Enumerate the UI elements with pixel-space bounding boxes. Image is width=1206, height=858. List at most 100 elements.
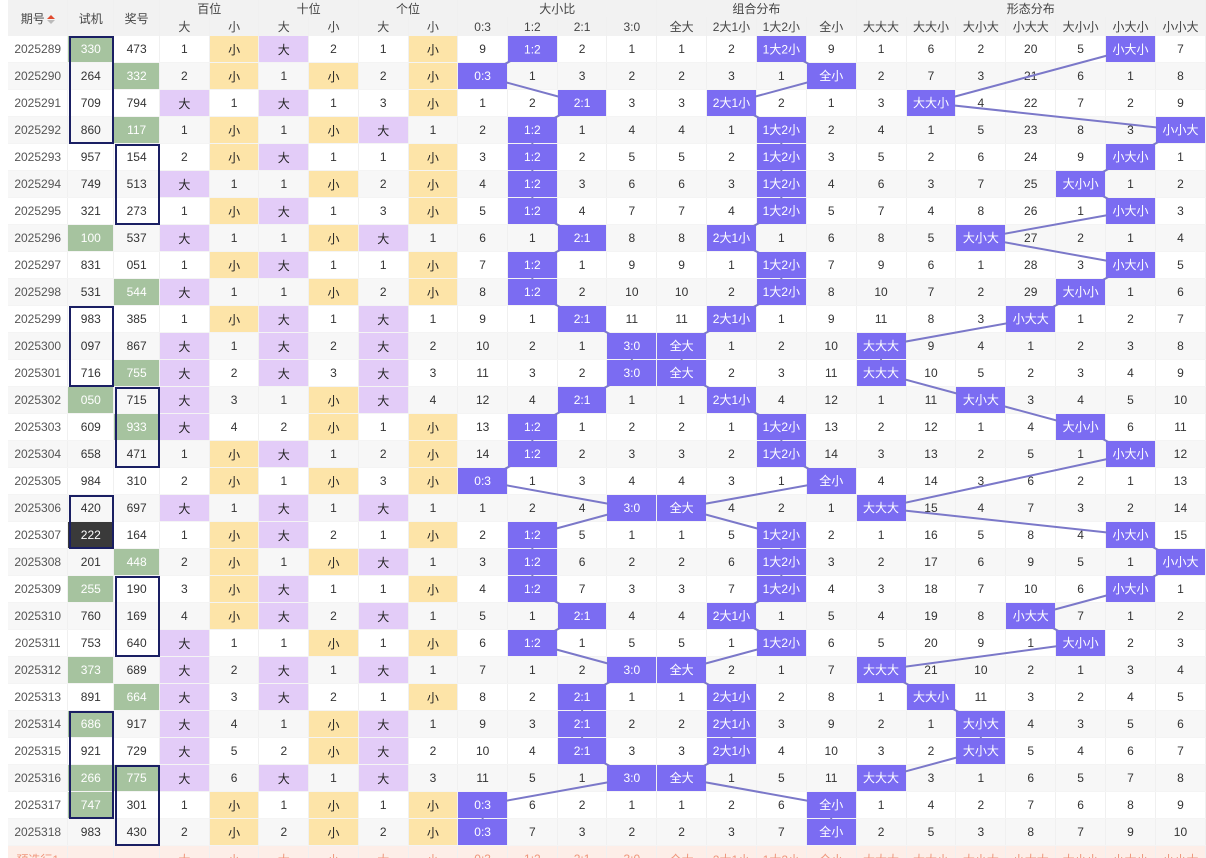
hundreds-big-cell: 1 bbox=[159, 36, 210, 63]
ratio-cell: 13 bbox=[457, 413, 508, 441]
combo-cell: 1 bbox=[656, 683, 707, 711]
shape-cell: 5 bbox=[1055, 548, 1107, 576]
prediction-option[interactable]: 小大小 bbox=[1105, 845, 1156, 858]
table-row: 2025315 921 729 大 5 2 小大 2 10 4 2:1 3 3 2大1小 4 10 3 2 大小大 5… bbox=[8, 737, 1206, 765]
shape-cell: 22 bbox=[1005, 89, 1057, 117]
hundreds-big-cell: 大 bbox=[159, 737, 210, 765]
shape-cell: 2 bbox=[855, 710, 907, 738]
sort-icon[interactable] bbox=[46, 14, 55, 24]
prediction-option[interactable]: 2大1小 bbox=[706, 845, 757, 858]
combo-cell: 2大1小 bbox=[706, 602, 757, 630]
combo-cell: 2 bbox=[756, 89, 807, 117]
shape-cell: 9 bbox=[1005, 548, 1057, 576]
shape-cell: 4 bbox=[1055, 737, 1107, 765]
hundreds-small-cell: 小 bbox=[209, 521, 260, 549]
prediction-option[interactable]: 大 bbox=[159, 845, 210, 858]
prediction-row[interactable]: 预选行1--大小大小大小0:31:22:13:0全大2大1小1大2小全小大大大大… bbox=[8, 845, 1206, 858]
shape-cell: 5 bbox=[855, 629, 907, 657]
shape-cell: 大小大 bbox=[955, 224, 1007, 252]
prediction-option[interactable]: 大 bbox=[258, 845, 310, 858]
prediction-option[interactable]: 小大大 bbox=[1005, 845, 1057, 858]
ratio-cell: 1 bbox=[557, 116, 608, 144]
shape-cell: 1 bbox=[906, 710, 957, 738]
col-header-qihao[interactable]: 期号 bbox=[8, 0, 69, 36]
prediction-winning[interactable]: - bbox=[113, 845, 161, 858]
prediction-option[interactable]: 小 bbox=[408, 845, 459, 858]
prediction-option[interactable]: 小 bbox=[209, 845, 260, 858]
ones-small-cell: 1 bbox=[408, 602, 459, 630]
prediction-option[interactable]: 1:2 bbox=[507, 845, 558, 858]
ratio-cell: 3 bbox=[557, 62, 608, 90]
winning-number-cell: 697 bbox=[113, 494, 161, 522]
ratio-cell: 1 bbox=[507, 305, 558, 333]
prediction-option[interactable]: 大 bbox=[357, 845, 409, 858]
shape-cell: 4 bbox=[1105, 359, 1156, 387]
prediction-label[interactable]: 预选行1 bbox=[8, 845, 69, 858]
tens-big-cell: 大 bbox=[258, 89, 310, 117]
winning-number-cell: 537 bbox=[113, 224, 161, 252]
ratio-cell: 2 bbox=[507, 494, 558, 522]
table-row: 2025308 201 448 2 小 1 小大 1 3 1:2 6 2 2 6 1大2小 3 2 17 6 9 5 1 小… bbox=[8, 548, 1206, 576]
ones-big-cell: 大 bbox=[357, 602, 409, 630]
combo-cell: 全小 bbox=[806, 467, 857, 495]
shape-cell: 4 bbox=[1155, 656, 1206, 684]
ratio-cell: 2 bbox=[606, 818, 658, 846]
table-row: 2025317 747 301 1 小 1 小 1 小 0:3 6 2 1 1 2 6 全小 1 4 2 7 6 8 9 bbox=[8, 791, 1206, 819]
shape-cell: 大大大 bbox=[855, 332, 907, 360]
ratio-cell: 3:0 bbox=[606, 332, 658, 360]
prediction-option[interactable]: 0:3 bbox=[457, 845, 508, 858]
ratio-cell: 3 bbox=[606, 575, 658, 603]
ratio-cell: 1:2 bbox=[507, 197, 558, 225]
ones-big-cell: 1 bbox=[357, 413, 409, 441]
prediction-option[interactable]: 小小大 bbox=[1155, 845, 1206, 858]
shape-cell: 11 bbox=[906, 386, 957, 414]
prediction-option[interactable]: 大大小 bbox=[906, 845, 957, 858]
shape-cell: 9 bbox=[906, 332, 957, 360]
prediction-option[interactable]: 1大2小 bbox=[756, 845, 807, 858]
shape-cell: 1 bbox=[955, 251, 1007, 279]
combo-cell: 3 bbox=[706, 62, 757, 90]
shape-cell: 4 bbox=[1055, 521, 1107, 549]
col-header-shiji: 试机 bbox=[67, 0, 115, 36]
shape-cell: 1 bbox=[1155, 575, 1206, 603]
prediction-trial[interactable]: - bbox=[67, 845, 115, 858]
combo-cell: 11 bbox=[656, 305, 707, 333]
ones-small-cell: 小 bbox=[408, 143, 459, 171]
prediction-option[interactable]: 3:0 bbox=[606, 845, 658, 858]
prediction-option[interactable]: 2:1 bbox=[557, 845, 608, 858]
ones-small-cell: 1 bbox=[408, 548, 459, 576]
combo-cell: 1 bbox=[756, 656, 807, 684]
ratio-cell: 2 bbox=[457, 521, 508, 549]
prediction-option[interactable]: 全大 bbox=[656, 845, 707, 858]
ratio-cell: 1 bbox=[457, 494, 508, 522]
ratio-cell: 1:2 bbox=[507, 116, 558, 144]
combo-cell: 2 bbox=[756, 332, 807, 360]
shape-cell: 1 bbox=[1055, 440, 1107, 468]
prediction-option[interactable]: 大小大 bbox=[955, 845, 1007, 858]
shape-cell: 2 bbox=[1105, 494, 1156, 522]
hundreds-small-cell: 1 bbox=[209, 89, 260, 117]
prediction-option[interactable]: 大小小 bbox=[1055, 845, 1107, 858]
combo-cell: 2 bbox=[656, 818, 707, 846]
winning-number-cell: 867 bbox=[113, 332, 161, 360]
ones-small-cell: 小 bbox=[408, 251, 459, 279]
tens-small-cell: 1 bbox=[308, 656, 359, 684]
prediction-option[interactable]: 大大大 bbox=[855, 845, 907, 858]
shape-cell: 1 bbox=[955, 413, 1007, 441]
combo-cell: 8 bbox=[806, 278, 857, 306]
hundreds-small-cell: 3 bbox=[209, 386, 260, 414]
prediction-option[interactable]: 小 bbox=[308, 845, 359, 858]
shape-cell: 3 bbox=[855, 440, 907, 468]
shape-cell: 5 bbox=[1155, 683, 1206, 711]
table-row: 2025304 658 471 1 小大 1 2 小 14 1:2 2 3 3 2 1大2小 14 3 13 2 5 1… bbox=[8, 440, 1206, 468]
combo-cell: 3 bbox=[656, 575, 707, 603]
prediction-option[interactable]: 全小 bbox=[806, 845, 857, 858]
table-row: 2025316 266 775 大 6 大 1 大 3 11 5 1 3:0 全大 1 5 11 大大大 3 1 6 5 7… bbox=[8, 764, 1206, 792]
shape-cell: 2 bbox=[1055, 224, 1107, 252]
shape-cell: 4 bbox=[1155, 224, 1206, 252]
shape-cell: 1 bbox=[1055, 656, 1107, 684]
pattern-box bbox=[68, 494, 114, 549]
combo-cell: 3 bbox=[706, 467, 757, 495]
hundreds-big-cell: 大 bbox=[159, 386, 210, 414]
ones-big-cell: 1 bbox=[357, 575, 409, 603]
